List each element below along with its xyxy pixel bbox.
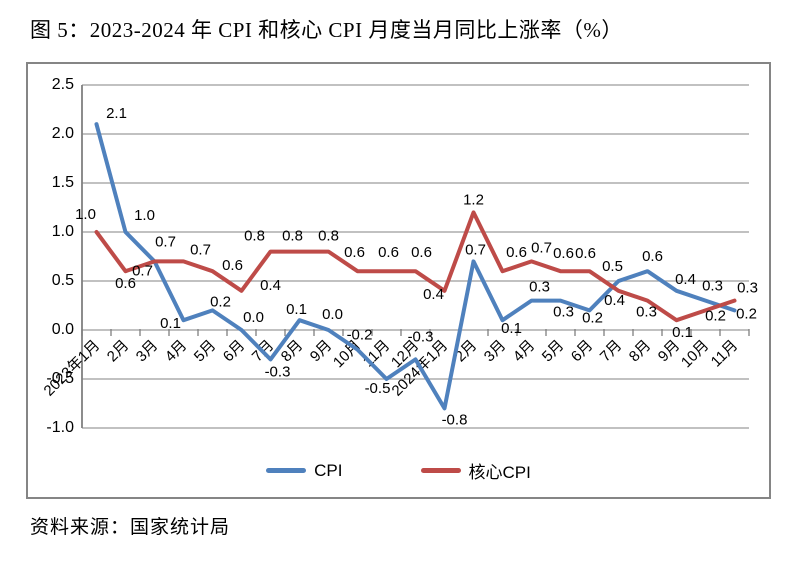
data-point-label: 0.6 [411, 244, 432, 261]
data-point-label: 0.4 [260, 277, 281, 294]
data-point-label: -0.5 [365, 380, 391, 397]
core-cpi-series-line [94, 210, 737, 323]
data-point-label: 0.7 [132, 262, 153, 279]
data-point-label: 0.1 [160, 315, 181, 332]
data-point-label: 0.4 [423, 286, 444, 303]
data-point-label: 0.6 [115, 275, 136, 292]
data-point-label: 1.0 [75, 206, 96, 223]
data-point-label: 0.4 [675, 271, 696, 288]
data-point-label: -0.2 [347, 327, 373, 344]
y-axis-tick-label: -1.0 [46, 419, 74, 436]
data-point-label: 0.3 [553, 304, 574, 321]
data-point-label: 0.7 [190, 241, 211, 258]
data-point-label: 0.6 [506, 244, 527, 261]
cpi-line-swatch [266, 468, 307, 473]
y-axis-tick-label: 0.5 [52, 272, 74, 289]
data-point-label: -0.8 [442, 411, 468, 428]
data-point-label: 0.6 [222, 257, 243, 274]
data-point-label: 0.1 [501, 320, 522, 337]
data-point-label: 0.6 [344, 244, 365, 261]
data-point-label: 0.5 [602, 258, 623, 275]
core-cpi-line-swatch [420, 468, 461, 473]
data-point-label: 0.7 [155, 233, 176, 250]
data-point-label: 0.2 [210, 293, 231, 310]
data-point-label: 0.4 [604, 292, 625, 309]
data-point-label: 0.7 [465, 241, 486, 258]
figure-title: 图 5：2023-2024 年 CPI 和核心 CPI 月度当月同比上涨率（%） [30, 18, 623, 42]
y-axis-tick-label: 1.5 [52, 174, 74, 191]
x-axis-month-label: 2月 [104, 337, 133, 366]
y-axis-tick-label: 1.0 [52, 223, 74, 240]
legend-item-cpi: CPI [266, 460, 343, 481]
source-note: 资料来源：国家统计局 [30, 517, 231, 538]
legend-label-cpi: CPI [314, 460, 343, 480]
data-point-label: 0.2 [705, 307, 726, 324]
legend-item-core-cpi: 核心CPI [420, 458, 531, 483]
data-point-label: 0.2 [582, 309, 603, 326]
y-axis-tick-label: 0.0 [52, 321, 74, 338]
data-point-label: 0.1 [286, 301, 307, 318]
data-point-label: 0.6 [553, 245, 574, 262]
x-axis-month-label: 6月 [568, 337, 597, 366]
data-point-label: 0.3 [529, 279, 550, 296]
data-point-label: 0.6 [575, 245, 596, 262]
data-point-label: 0.8 [318, 228, 339, 245]
chart-frame: 2.5 2.0 1.5 1.0 0.5 0.0 -0.5 -1.0 2023年1月 2月 3月 4月 5… [26, 62, 771, 499]
x-axis-month-label: 4月 [510, 337, 539, 366]
data-point-label: 1.2 [463, 191, 484, 208]
data-point-label: 0.3 [737, 280, 758, 297]
data-point-label: 0.3 [636, 304, 657, 321]
data-point-label: 0.8 [282, 228, 303, 245]
x-axis-month-label: 5月 [191, 337, 220, 366]
x-axis-month-label: 5月 [539, 337, 568, 366]
data-point-label: 0.6 [378, 244, 399, 261]
x-axis-month-label: 3月 [133, 337, 162, 366]
x-axis-month-label: 11月 [708, 337, 742, 371]
data-point-label: 0.0 [243, 309, 264, 326]
data-point-label: 1.0 [134, 207, 155, 224]
y-axis-tick-label: 2.5 [52, 76, 74, 93]
chart-legend: CPI 核心CPI [28, 458, 769, 483]
data-point-label: 0.3 [702, 278, 723, 295]
data-point-label: -0.3 [265, 363, 291, 380]
x-axis-month-label: 3月 [481, 337, 510, 366]
y-axis-tick-label: 2.0 [52, 125, 74, 142]
data-point-label: 0.6 [642, 248, 663, 265]
cpi-series-line [94, 122, 737, 411]
x-axis-month-label: 8月 [626, 337, 655, 366]
x-axis-month-label: 6月 [220, 337, 249, 366]
data-point-label: 0.7 [531, 239, 552, 256]
x-axis-month-label: 4月 [162, 337, 191, 366]
data-point-label: 0.0 [322, 306, 343, 323]
data-point-label: 0.2 [736, 305, 757, 322]
x-axis-month-label: 10月 [678, 337, 712, 371]
data-point-label: 0.1 [672, 324, 693, 341]
data-point-label: 0.8 [244, 228, 265, 245]
data-point-label: -0.3 [408, 328, 434, 345]
x-axis-month-label: 7月 [597, 337, 626, 366]
legend-label-core-cpi: 核心CPI [468, 463, 531, 482]
y-axis-tick-label: -0.5 [46, 370, 74, 387]
data-point-label: 2.1 [106, 105, 127, 122]
x-axis-month-label: 2023年1月 [41, 337, 104, 400]
